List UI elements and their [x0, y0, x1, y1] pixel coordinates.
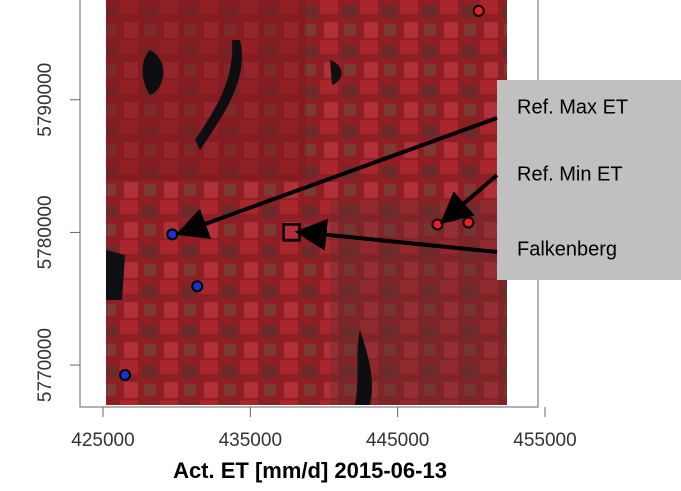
point	[432, 219, 442, 229]
x-tick-label: 425000	[71, 430, 134, 451]
point	[120, 370, 130, 380]
point	[192, 281, 202, 291]
x-tick-label: 435000	[219, 430, 282, 451]
y-tick-label: 5770000	[35, 328, 56, 402]
callout-label: Ref. Max ET	[517, 96, 628, 118]
x-tick-label: 455000	[513, 430, 576, 451]
point	[167, 229, 177, 239]
point	[463, 217, 473, 227]
satellite-image	[106, 0, 507, 405]
chart-title: Act. ET [mm/d] 2015-06-13	[173, 458, 447, 483]
y-tick-label: 5790000	[35, 63, 56, 137]
x-tick-label: 445000	[366, 430, 429, 451]
y-tick-label: 5780000	[35, 195, 56, 269]
callout-label: Falkenberg	[517, 238, 617, 260]
map-figure: 425000 435000 445000 455000 5770000 5780000 57…	[0, 0, 681, 491]
point	[474, 6, 484, 16]
callout-label: Ref. Min ET	[517, 163, 623, 185]
